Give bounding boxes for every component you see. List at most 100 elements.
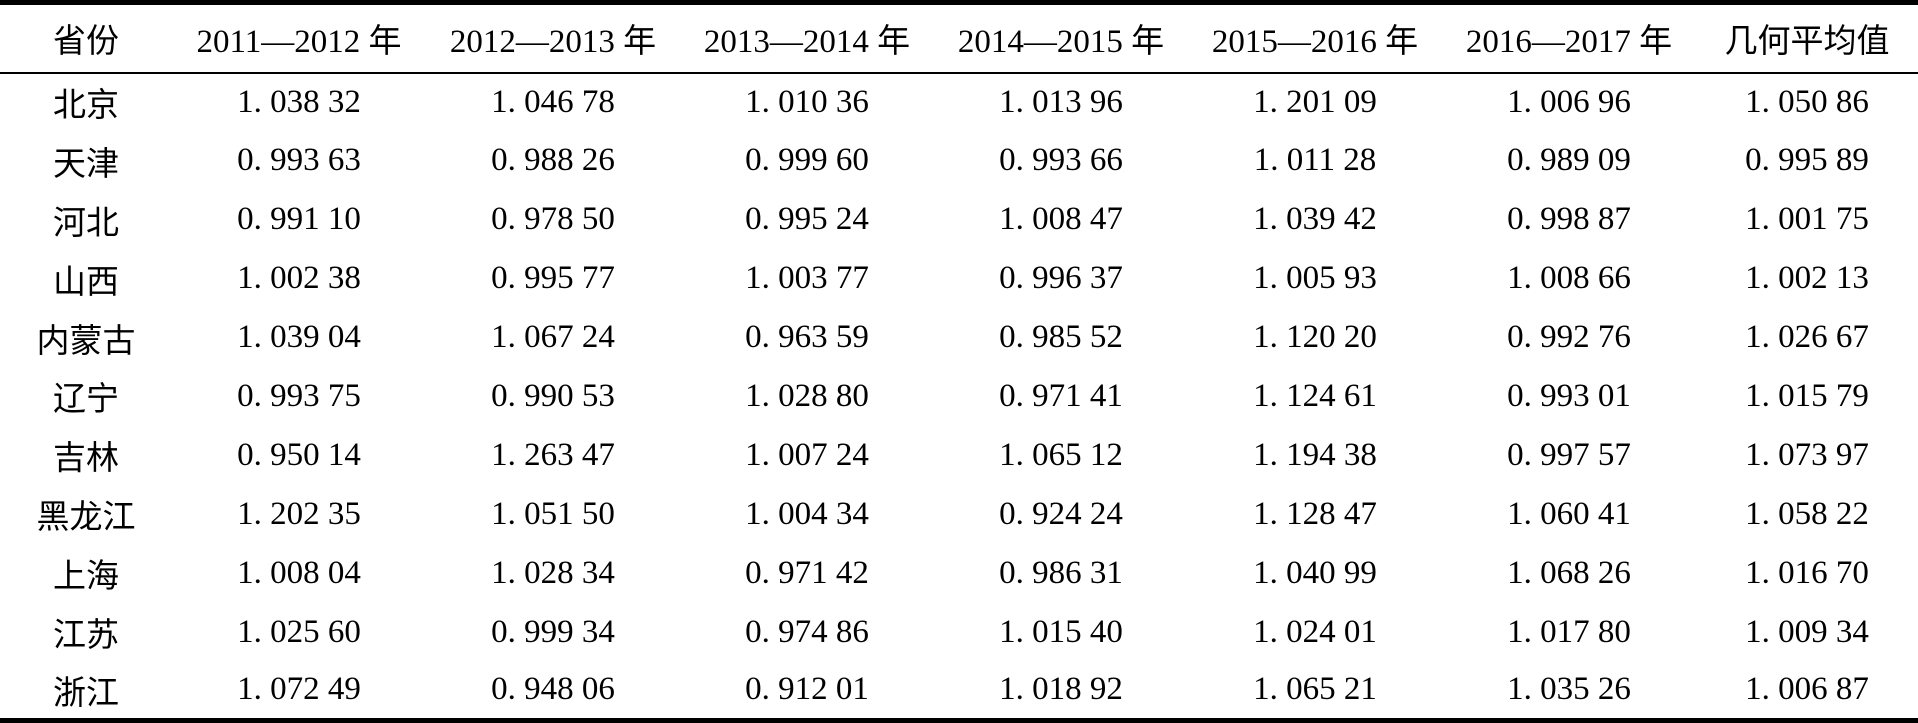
value-cell: 0. 993 75 — [237, 377, 361, 414]
table-row: 浙江 1. 072 49 0. 948 06 0. 912 01 1. 018 92 1.… — [0, 662, 1918, 721]
province-cell: 内蒙古 — [36, 323, 136, 360]
value-cell: 0. 995 24 — [745, 201, 869, 238]
value-cell: 1. 003 77 — [745, 260, 869, 297]
value-cell: 1. 263 47 — [491, 436, 615, 473]
province-cell: 吉林 — [53, 441, 119, 478]
column-header-geometric-mean: 几何平均值 — [1696, 2, 1918, 74]
value-cell: 1. 006 87 — [1745, 671, 1869, 708]
value-cell: 1. 028 80 — [745, 377, 869, 414]
province-cell: 江苏 — [53, 618, 119, 655]
value-cell: 0. 986 31 — [999, 554, 1123, 591]
province-cell: 河北 — [53, 205, 119, 242]
value-cell: 0. 998 87 — [1507, 201, 1631, 238]
value-cell: 0. 989 09 — [1507, 142, 1631, 179]
province-cell: 浙江 — [53, 675, 119, 712]
value-cell: 0. 912 01 — [745, 671, 869, 708]
value-cell: 1. 015 79 — [1745, 377, 1869, 414]
column-header-2011-2012: 2011—2012 年 — [172, 2, 426, 74]
value-cell: 0. 978 50 — [491, 201, 615, 238]
value-cell: 1. 202 35 — [237, 495, 361, 532]
value-cell: 0. 993 01 — [1507, 377, 1631, 414]
table-header: 省份 2011—2012 年 2012—2013 年 2013—2014 年 2… — [0, 2, 1918, 74]
value-cell: 0. 974 86 — [745, 613, 869, 650]
value-cell: 0. 985 52 — [999, 319, 1123, 356]
table-row: 河北 0. 991 10 0. 978 50 0. 995 24 1. 008 47 1.… — [0, 190, 1918, 249]
value-cell: 0. 950 14 — [237, 436, 361, 473]
column-header-province: 省份 — [0, 2, 172, 74]
value-cell: 1. 007 24 — [745, 436, 869, 473]
value-cell: 1. 065 12 — [999, 436, 1123, 473]
value-cell: 1. 065 21 — [1253, 671, 1377, 708]
value-cell: 1. 124 61 — [1253, 377, 1377, 414]
value-cell: 1. 073 97 — [1745, 436, 1869, 473]
value-cell: 1. 068 26 — [1507, 554, 1631, 591]
column-header-2014-2015: 2014—2015 年 — [934, 2, 1188, 74]
value-cell: 1. 051 50 — [491, 495, 615, 532]
value-cell: 1. 009 34 — [1745, 613, 1869, 650]
value-cell: 0. 996 37 — [999, 260, 1123, 297]
value-cell: 1. 039 42 — [1253, 201, 1377, 238]
table-row: 黑龙江 1. 202 35 1. 051 50 1. 004 34 0. 924 24 1… — [0, 485, 1918, 544]
value-cell: 0. 991 10 — [237, 201, 361, 238]
value-cell: 1. 025 60 — [237, 613, 361, 650]
table-body: 北京 1. 038 32 1. 046 78 1. 010 36 1. 013 96 1.… — [0, 73, 1918, 721]
value-cell: 1. 128 47 — [1253, 495, 1377, 532]
value-cell: 0. 924 24 — [999, 495, 1123, 532]
value-cell: 1. 008 66 — [1507, 260, 1631, 297]
value-cell: 0. 993 63 — [237, 142, 361, 179]
table-row: 江苏 1. 025 60 0. 999 34 0. 974 86 1. 015 40 1.… — [0, 603, 1918, 662]
value-cell: 1. 028 34 — [491, 554, 615, 591]
value-cell: 1. 001 75 — [1745, 201, 1869, 238]
header-row: 省份 2011—2012 年 2012—2013 年 2013—2014 年 2… — [0, 2, 1918, 74]
value-cell: 1. 004 34 — [745, 495, 869, 532]
value-cell: 1. 046 78 — [491, 83, 615, 120]
value-cell: 0. 997 57 — [1507, 436, 1631, 473]
value-cell: 1. 201 09 — [1253, 83, 1377, 120]
value-cell: 1. 039 04 — [237, 319, 361, 356]
value-cell: 1. 194 38 — [1253, 436, 1377, 473]
value-cell: 1. 010 36 — [745, 83, 869, 120]
table-row: 北京 1. 038 32 1. 046 78 1. 010 36 1. 013 96 1.… — [0, 73, 1918, 132]
column-header-2013-2014: 2013—2014 年 — [680, 2, 934, 74]
value-cell: 1. 017 80 — [1507, 613, 1631, 650]
column-header-2015-2016: 2015—2016 年 — [1188, 2, 1442, 74]
value-cell: 0. 963 59 — [745, 319, 869, 356]
value-cell: 1. 015 40 — [999, 613, 1123, 650]
table-row: 内蒙古 1. 039 04 1. 067 24 0. 963 59 0. 985 52 1… — [0, 308, 1918, 367]
value-cell: 1. 035 26 — [1507, 671, 1631, 708]
value-cell: 0. 999 34 — [491, 613, 615, 650]
value-cell: 0. 990 53 — [491, 377, 615, 414]
table-row: 辽宁 0. 993 75 0. 990 53 1. 028 80 0. 971 41 1.… — [0, 367, 1918, 426]
value-cell: 1. 072 49 — [237, 671, 361, 708]
value-cell: 0. 999 60 — [745, 142, 869, 179]
value-cell: 1. 058 22 — [1745, 495, 1869, 532]
value-cell: 0. 948 06 — [491, 671, 615, 708]
table-row: 吉林 0. 950 14 1. 263 47 1. 007 24 1. 065 12 1.… — [0, 426, 1918, 485]
value-cell: 1. 002 13 — [1745, 260, 1869, 297]
value-cell: 0. 971 42 — [745, 554, 869, 591]
value-cell: 1. 002 38 — [237, 260, 361, 297]
value-cell: 1. 006 96 — [1507, 83, 1631, 120]
value-cell: 1. 038 32 — [237, 83, 361, 120]
value-cell: 0. 992 76 — [1507, 319, 1631, 356]
value-cell: 1. 024 01 — [1253, 613, 1377, 650]
table-row: 山西 1. 002 38 0. 995 77 1. 003 77 0. 996 37 1.… — [0, 249, 1918, 308]
value-cell: 1. 120 20 — [1253, 319, 1377, 356]
value-cell: 1. 040 99 — [1253, 554, 1377, 591]
table-row: 天津 0. 993 63 0. 988 26 0. 999 60 0. 993 66 1.… — [0, 131, 1918, 190]
value-cell: 1. 008 04 — [237, 554, 361, 591]
province-cell: 天津 — [53, 146, 119, 183]
value-cell: 1. 011 28 — [1253, 142, 1377, 179]
value-cell: 1. 060 41 — [1507, 495, 1631, 532]
province-cell: 上海 — [53, 559, 119, 596]
value-cell: 1. 018 92 — [999, 671, 1123, 708]
value-cell: 1. 067 24 — [491, 319, 615, 356]
column-header-2012-2013: 2012—2013 年 — [426, 2, 680, 74]
province-cell: 辽宁 — [53, 382, 119, 419]
province-cell: 北京 — [53, 88, 119, 125]
value-cell: 1. 026 67 — [1745, 319, 1869, 356]
value-cell: 0. 971 41 — [999, 377, 1123, 414]
value-cell: 0. 993 66 — [999, 142, 1123, 179]
table-row: 上海 1. 008 04 1. 028 34 0. 971 42 0. 986 31 1.… — [0, 544, 1918, 603]
